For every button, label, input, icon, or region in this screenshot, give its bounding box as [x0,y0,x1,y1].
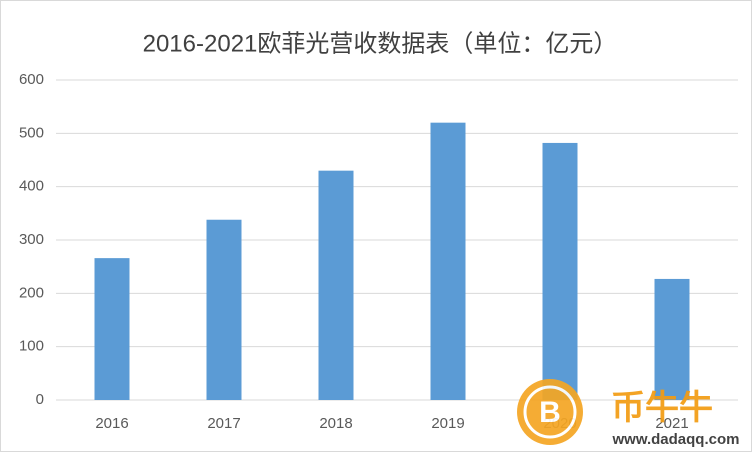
plot-area: 0100200300400500600201620172018201920202… [19,71,738,432]
y-tick-label: 0 [36,391,44,408]
watermark: B 币牛牛 www.dadaqq.com [517,379,739,448]
x-tick-label: 2021 [655,415,688,432]
bar [206,219,242,400]
y-tick-label: 600 [19,71,44,88]
bar [654,278,690,400]
watermark-logo-ring [523,385,577,439]
y-tick-label: 300 [19,231,44,248]
x-tick-label: 2018 [319,415,352,432]
watermark-logo-letter: B [539,396,561,429]
bar [318,170,354,400]
y-tick-label: 400 [19,178,44,195]
watermark-logo [517,379,583,445]
watermark-brand: 币牛牛 [611,389,713,427]
watermark-url: www.dadaqq.com [612,431,740,448]
x-tick-label: 2017 [207,415,240,432]
y-tick-label: 500 [19,124,44,141]
bar [94,258,130,400]
x-tick-label: 2019 [431,415,464,432]
y-tick-label: 200 [19,284,44,301]
chart-title: 2016-2021欧菲光营收数据表（单位：亿元） [143,30,618,57]
y-tick-label: 100 [19,338,44,355]
bar [542,142,578,400]
bar [430,122,466,401]
x-tick-label: 2016 [95,415,128,432]
